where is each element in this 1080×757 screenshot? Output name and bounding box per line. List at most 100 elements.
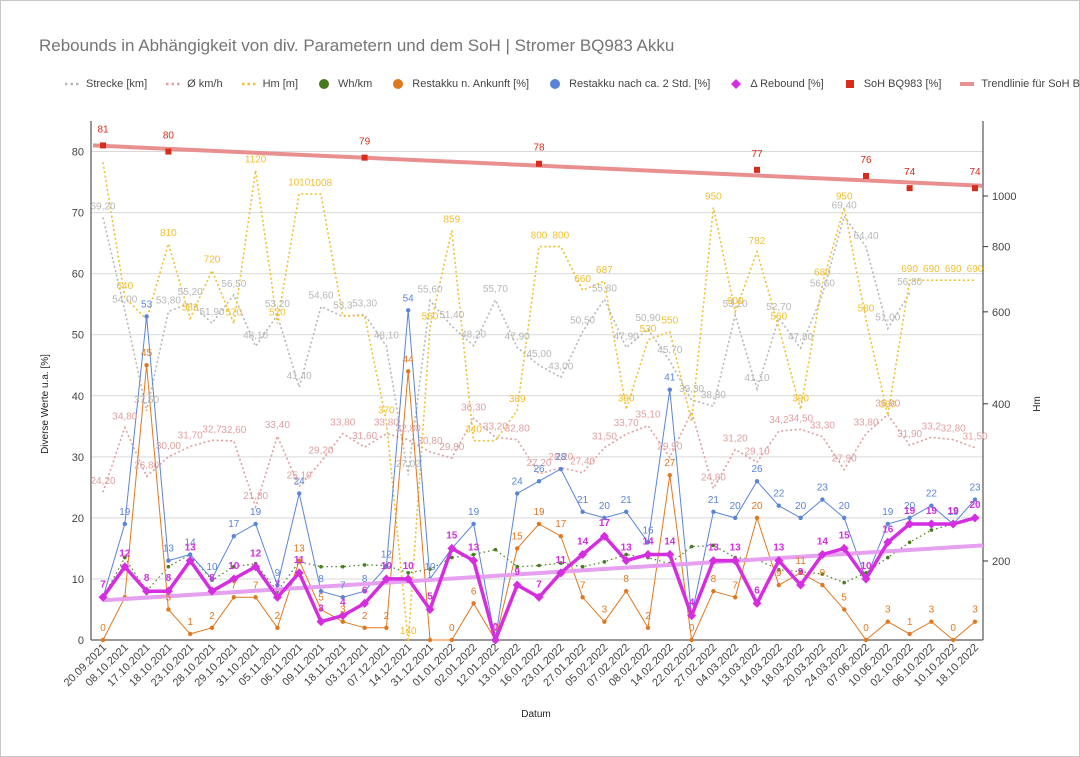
point-rebound [970, 513, 980, 523]
data-label-restakku: 8 [623, 574, 629, 585]
data-label-rebound: 13 [621, 543, 633, 554]
y-axis-title: Diverse Werte u.a. [%] [40, 354, 51, 454]
data-label-restakku2: 7 [340, 580, 346, 591]
data-label-restakku: 2 [645, 611, 651, 622]
data-label-rebound: 7 [275, 579, 281, 590]
data-label-kmh: 27,40 [570, 457, 595, 468]
data-label-restakku: 7 [231, 580, 237, 591]
data-label-restakku: 3 [602, 605, 608, 616]
data-label-rebound: 6 [362, 585, 368, 596]
data-label-strecke: 37,50 [134, 395, 159, 406]
data-label-kmh: 24,20 [90, 476, 115, 487]
data-label-restakku: 0 [100, 623, 106, 634]
point-rebound [599, 531, 609, 541]
point-rebound [229, 574, 239, 584]
legend-marker-strecke [65, 82, 79, 86]
point-restakku2 [340, 595, 345, 600]
data-label-restakku: 2 [384, 611, 390, 622]
point-restakku [972, 619, 978, 624]
x-axis-title: Datum [521, 709, 550, 720]
y-tick-label: 0 [78, 635, 84, 647]
point-restakku2 [580, 509, 585, 514]
legend-item-hm: Hm [m] [241, 78, 298, 90]
point-whkm [166, 564, 171, 569]
data-label-kmh: 30,00 [156, 441, 181, 452]
legend-marker-kmh [166, 82, 181, 86]
point-restakku [231, 595, 236, 600]
data-label-strecke: 38,30 [701, 390, 726, 401]
trendline-rebound [102, 543, 984, 603]
point-rebound [142, 586, 152, 596]
data-label-hm: 660 [574, 274, 591, 285]
data-label-strecke: 41,10 [744, 373, 769, 384]
data-label-hm: 390 [792, 394, 809, 405]
y-tick-label: 80 [72, 147, 84, 159]
data-label-restakku2: 26 [751, 464, 763, 475]
point-restakku [624, 588, 629, 594]
y-tick-label: 20 [72, 513, 84, 525]
point-restakku2 [776, 503, 781, 508]
data-label-rebound: 7 [536, 579, 542, 590]
point-whkm [406, 571, 411, 575]
data-label-restakku2: 19 [882, 507, 894, 518]
data-label-soh: 76 [860, 155, 872, 166]
data-label-strecke: 51,00 [875, 313, 900, 324]
data-label-strecke: 64,40 [853, 231, 878, 242]
legend-marker-restakku2 [550, 79, 561, 89]
data-label-rebound: 17 [599, 518, 611, 529]
data-label-restakku: 0 [689, 623, 695, 634]
data-label-kmh: 29,80 [439, 442, 464, 453]
data-label-kmh: 31,70 [178, 430, 203, 441]
data-label-strecke: 56,80 [897, 277, 922, 288]
point-restakku [209, 625, 215, 630]
data-label-kmh: 36,90 [875, 399, 900, 410]
data-label-rebound: 14 [577, 537, 589, 548]
data-label-restakku: 9 [820, 568, 826, 579]
y-tick-label: 50 [72, 330, 84, 342]
data-label-restakku2: 12 [381, 550, 393, 561]
point-restakku [951, 637, 956, 643]
data-label-restakku: 0 [449, 623, 455, 634]
data-label-restakku2: 10 [424, 562, 436, 573]
point-rebound [665, 550, 675, 560]
point-restakku [275, 625, 280, 630]
point-restakku2 [231, 534, 236, 539]
point-rebound [796, 580, 806, 590]
data-label-restakku2: 8 [362, 574, 368, 585]
data-label-restakku: 2 [275, 611, 281, 622]
legend-marker-trend [960, 82, 975, 86]
legend-item-whkm: Wh/km [316, 78, 372, 90]
point-restakku2 [406, 308, 411, 313]
data-label-restakku: 7 [732, 580, 738, 591]
point-rebound [774, 556, 784, 566]
point-restakku [929, 619, 934, 624]
data-label-rebound: 10 [403, 561, 415, 572]
data-label-restakku: 1 [907, 617, 913, 628]
data-label-soh: 74 [904, 167, 916, 178]
legend-label-hm: Hm [m] [262, 78, 299, 90]
data-label-hm: 583 [182, 302, 199, 313]
legend-item-soh: SoH BQ983 [%] [842, 78, 941, 90]
data-label-rebound: 8 [209, 573, 215, 584]
point-rebound [926, 519, 936, 529]
data-label-rebound: 15 [839, 530, 851, 541]
data-label-rebound: 13 [185, 543, 197, 554]
point-rebound [556, 568, 566, 578]
data-label-hm: 690 [901, 264, 918, 275]
legend: Strecke [km] Ø km/h Hm [m] Wh/km Restakku n.… [64, 78, 1080, 90]
point-soh [972, 185, 978, 192]
point-rebound [905, 519, 915, 529]
point-whkm [341, 564, 345, 569]
point-soh [754, 166, 760, 173]
data-label-rebound: 5 [427, 591, 433, 602]
data-label-hm: 800 [531, 231, 548, 242]
data-label-rebound: 10 [228, 561, 240, 572]
point-restakku [471, 601, 476, 606]
data-label-rebound: 4 [340, 598, 346, 609]
point-restakku2 [318, 588, 324, 594]
data-label-hm: 530 [640, 324, 657, 335]
data-label-hm: 560 [770, 311, 787, 322]
data-label-hm: 580 [858, 304, 875, 315]
point-rebound [643, 550, 653, 560]
data-label-restakku2: 53 [141, 299, 153, 310]
